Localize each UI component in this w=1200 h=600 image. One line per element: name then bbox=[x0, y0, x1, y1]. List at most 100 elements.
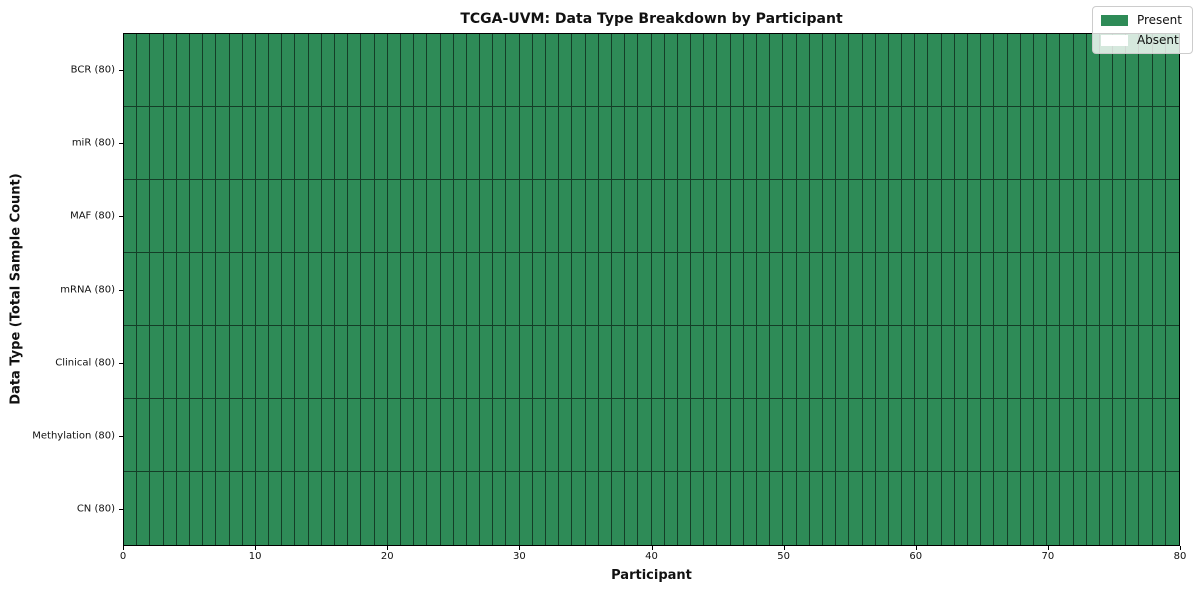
heatmap-cell bbox=[994, 180, 1008, 253]
heatmap-cell bbox=[321, 399, 335, 472]
heatmap-cell bbox=[321, 34, 335, 107]
heatmap-cell bbox=[1020, 399, 1034, 472]
heatmap-cell bbox=[440, 107, 454, 180]
heatmap-cell bbox=[163, 180, 177, 253]
x-tick-label: 0 bbox=[119, 551, 127, 562]
heatmap-cell bbox=[651, 326, 665, 399]
heatmap-cell bbox=[453, 253, 467, 326]
heatmap-cell bbox=[1099, 180, 1114, 253]
heatmap-cell bbox=[743, 326, 757, 399]
heatmap-cell bbox=[559, 472, 573, 545]
heatmap-cell bbox=[1060, 472, 1074, 545]
heatmap-cell bbox=[598, 399, 612, 472]
x-tick-label: 50 bbox=[777, 551, 790, 562]
heatmap-cell bbox=[480, 399, 494, 472]
heatmap-cell bbox=[1139, 253, 1153, 326]
heatmap-cell bbox=[493, 180, 507, 253]
heatmap-cell bbox=[203, 399, 217, 472]
heatmap-cell bbox=[625, 34, 639, 107]
heatmap-cell bbox=[743, 472, 757, 545]
heatmap-cell bbox=[954, 34, 968, 107]
heatmap-cell bbox=[928, 180, 942, 253]
heatmap-cell bbox=[1073, 34, 1087, 107]
heatmap-cell bbox=[1020, 34, 1034, 107]
heatmap-cell bbox=[783, 326, 797, 399]
heatmap-cell bbox=[295, 180, 309, 253]
x-tick-label: 40 bbox=[645, 551, 658, 562]
heatmap-cell bbox=[124, 253, 138, 326]
heatmap-cell bbox=[466, 399, 481, 472]
heatmap-cell bbox=[137, 472, 151, 545]
heatmap-cell bbox=[493, 399, 507, 472]
heatmap-cell bbox=[203, 107, 217, 180]
heatmap-cell bbox=[968, 34, 982, 107]
heatmap-cell bbox=[809, 326, 823, 399]
heatmap-cell bbox=[691, 253, 705, 326]
heatmap-cell bbox=[1060, 34, 1074, 107]
heatmap-cell bbox=[677, 34, 692, 107]
heatmap-cell bbox=[677, 472, 692, 545]
heatmap-cell bbox=[480, 326, 494, 399]
heatmap-cell bbox=[348, 253, 362, 326]
heatmap-cell bbox=[1047, 34, 1061, 107]
heatmap-cell bbox=[704, 472, 718, 545]
legend-item: Present bbox=[1100, 13, 1182, 27]
heatmap-cell bbox=[849, 472, 863, 545]
heatmap-cell bbox=[255, 472, 270, 545]
heatmap-cell bbox=[638, 180, 652, 253]
heatmap-cell bbox=[295, 399, 309, 472]
heatmap-cell bbox=[282, 472, 296, 545]
heatmap-cell bbox=[427, 34, 441, 107]
heatmap-cell bbox=[770, 326, 784, 399]
y-tick-label: MAF (80) bbox=[70, 210, 115, 222]
heatmap-cell bbox=[308, 472, 322, 545]
heatmap-cell bbox=[427, 253, 441, 326]
heatmap-cell bbox=[849, 399, 863, 472]
heatmap-cell bbox=[757, 326, 771, 399]
heatmap-cell bbox=[1073, 399, 1087, 472]
heatmap-cell bbox=[941, 326, 955, 399]
heatmap-cell bbox=[770, 472, 784, 545]
heatmap-cell bbox=[229, 34, 243, 107]
heatmap-cell bbox=[822, 180, 837, 253]
heatmap-cell bbox=[519, 34, 533, 107]
heatmap-cell bbox=[361, 399, 375, 472]
heatmap-cell bbox=[163, 399, 177, 472]
heatmap-cell bbox=[981, 180, 995, 253]
heatmap-cell bbox=[466, 326, 481, 399]
heatmap-cell bbox=[466, 472, 481, 545]
heatmap-cell bbox=[493, 472, 507, 545]
heatmap-cell bbox=[506, 34, 520, 107]
heatmap-cell bbox=[928, 107, 942, 180]
heatmap-cell bbox=[1086, 253, 1100, 326]
heatmap-cell bbox=[124, 326, 138, 399]
heatmap-cell bbox=[216, 34, 230, 107]
heatmap-cell bbox=[796, 180, 810, 253]
heatmap-cell bbox=[981, 472, 995, 545]
heatmap-cell bbox=[414, 180, 428, 253]
heatmap-cell bbox=[229, 399, 243, 472]
heatmap-cell bbox=[137, 399, 151, 472]
heatmap-cell bbox=[1099, 399, 1114, 472]
heatmap-cell bbox=[400, 253, 415, 326]
heatmap-cell bbox=[994, 34, 1008, 107]
heatmap-cell bbox=[664, 107, 678, 180]
heatmap-cell bbox=[374, 34, 388, 107]
heatmap-cell bbox=[585, 326, 599, 399]
heatmap-cell bbox=[611, 253, 626, 326]
heatmap-cell bbox=[862, 253, 876, 326]
heatmap-cell bbox=[968, 253, 982, 326]
heatmap-cell bbox=[796, 399, 810, 472]
heatmap-cell bbox=[743, 34, 757, 107]
heatmap-cell bbox=[902, 34, 916, 107]
heatmap-cell bbox=[559, 326, 573, 399]
heatmap-cell bbox=[361, 180, 375, 253]
heatmap-cell bbox=[928, 326, 942, 399]
heatmap-cell bbox=[598, 472, 612, 545]
heatmap-cell bbox=[269, 107, 283, 180]
legend-label: Present bbox=[1136, 13, 1182, 27]
heatmap-cell bbox=[137, 107, 151, 180]
heatmap-cell bbox=[994, 472, 1008, 545]
heatmap-cell bbox=[849, 326, 863, 399]
